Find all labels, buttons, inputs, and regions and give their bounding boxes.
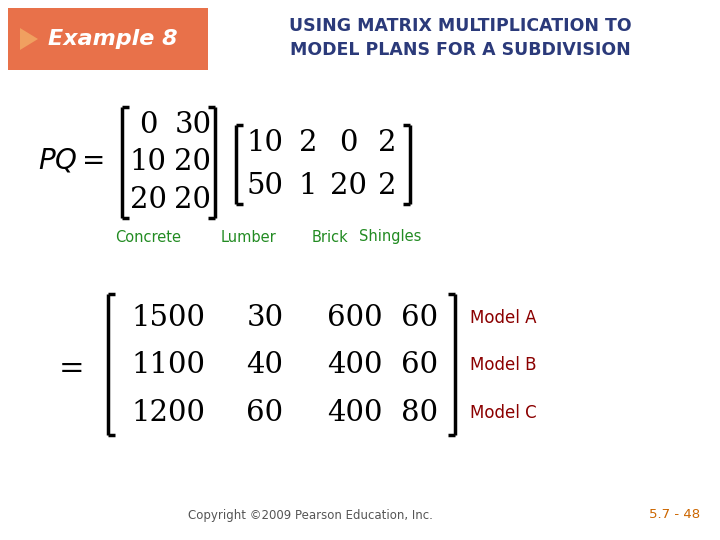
Text: Model C: Model C	[470, 404, 536, 422]
Text: 30: 30	[246, 304, 284, 332]
Text: 60: 60	[402, 351, 438, 379]
Polygon shape	[20, 28, 38, 50]
Text: 0: 0	[338, 129, 357, 157]
Text: 10: 10	[246, 129, 284, 157]
Text: Example 8: Example 8	[48, 29, 178, 49]
Text: 2: 2	[378, 129, 396, 157]
Text: Model A: Model A	[470, 309, 536, 327]
Text: 600: 600	[327, 304, 383, 332]
Text: Concrete: Concrete	[115, 230, 181, 245]
Text: MODEL PLANS FOR A SUBDIVISION: MODEL PLANS FOR A SUBDIVISION	[289, 41, 631, 59]
Text: 60: 60	[402, 304, 438, 332]
Text: 20: 20	[174, 186, 212, 214]
Text: 1: 1	[299, 172, 318, 200]
Text: 20: 20	[330, 172, 366, 200]
Text: 2: 2	[299, 129, 318, 157]
Text: 60: 60	[246, 399, 284, 427]
Text: 5.7 - 48: 5.7 - 48	[649, 509, 700, 522]
Text: 50: 50	[246, 172, 284, 200]
Text: 400: 400	[328, 351, 383, 379]
Text: Copyright ©2009 Pearson Education, Inc.: Copyright ©2009 Pearson Education, Inc.	[188, 509, 433, 522]
Text: USING MATRIX MULTIPLICATION TO: USING MATRIX MULTIPLICATION TO	[289, 17, 631, 35]
Text: 1500: 1500	[131, 304, 205, 332]
Text: Shingles: Shingles	[359, 230, 421, 245]
Text: 2: 2	[378, 172, 396, 200]
Text: 40: 40	[246, 351, 284, 379]
Text: 1100: 1100	[131, 351, 205, 379]
Text: 400: 400	[328, 399, 383, 427]
Text: 20: 20	[130, 186, 166, 214]
Text: 30: 30	[174, 111, 212, 139]
Text: 10: 10	[130, 148, 166, 176]
Text: Brick: Brick	[312, 230, 348, 245]
Text: $PQ=$: $PQ=$	[38, 146, 104, 174]
Text: Lumber: Lumber	[220, 230, 276, 245]
Text: =: =	[59, 354, 85, 386]
Text: 0: 0	[139, 111, 157, 139]
Text: 1200: 1200	[131, 399, 205, 427]
Text: Model B: Model B	[470, 356, 536, 374]
Text: 80: 80	[402, 399, 438, 427]
Text: 20: 20	[174, 148, 212, 176]
FancyBboxPatch shape	[8, 8, 208, 70]
